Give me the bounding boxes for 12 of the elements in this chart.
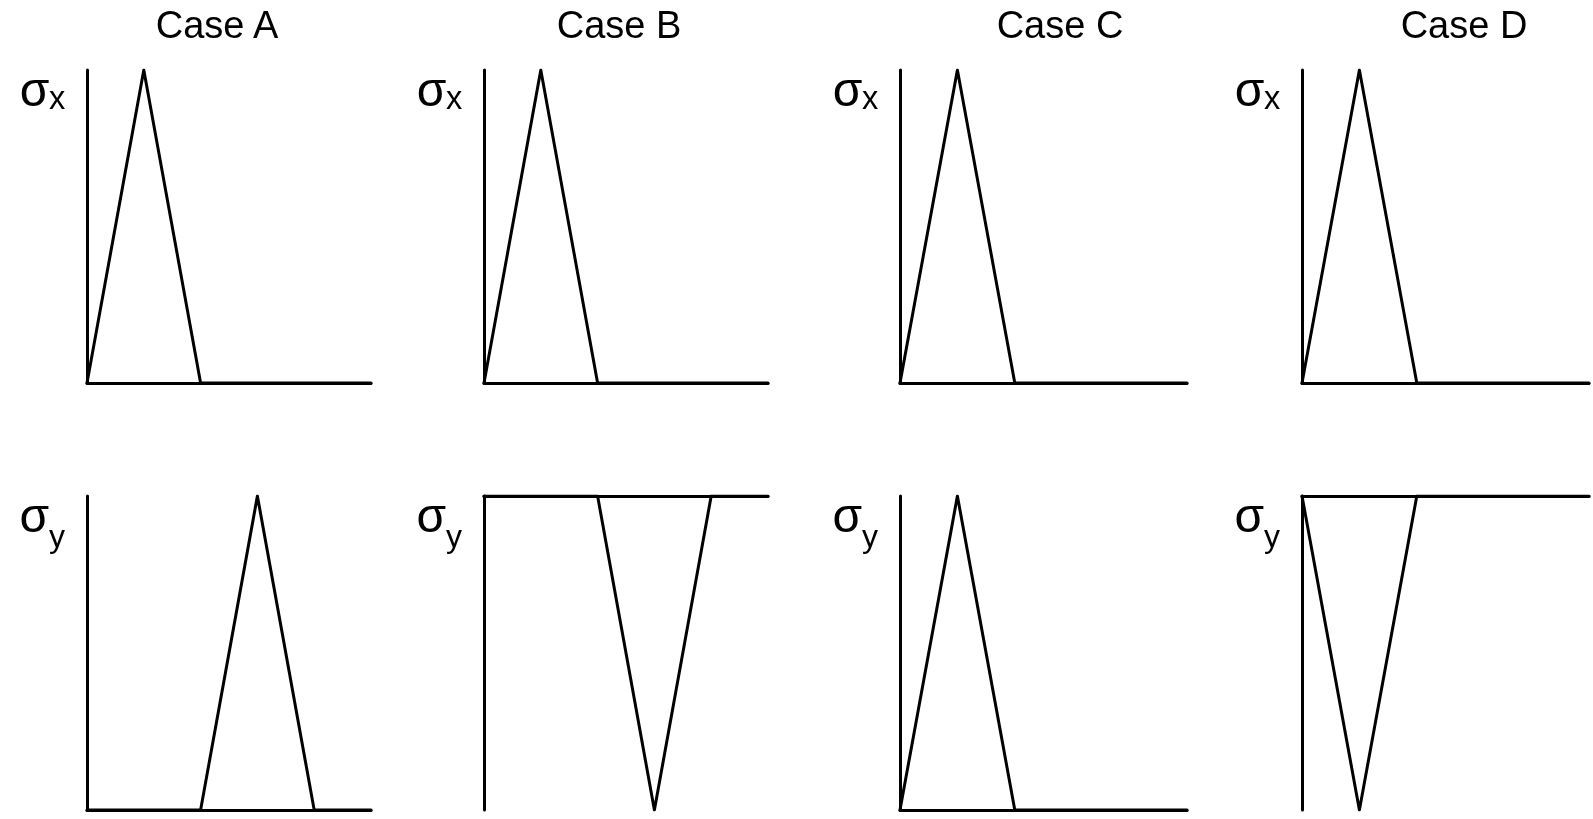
chart-title: Case D bbox=[1400, 4, 1528, 46]
y-axis-title: σₓ bbox=[832, 63, 878, 116]
y-axis-title: σ$_{y}$ bbox=[1234, 489, 1280, 554]
chart-title: Case B bbox=[556, 4, 682, 46]
y-axis-title: σₓ bbox=[1234, 63, 1280, 116]
y-axis-title: σ$_{y}$ bbox=[19, 489, 65, 554]
y-axis-title: σₓ bbox=[19, 63, 65, 116]
y-axis-title: σ$_{y}$ bbox=[832, 489, 878, 554]
chart-title: Case A bbox=[155, 4, 279, 46]
y-axis-title: σ$_{y}$ bbox=[416, 489, 462, 554]
y-axis-title: σₓ bbox=[416, 63, 462, 116]
chart-title: Case C bbox=[996, 4, 1124, 46]
